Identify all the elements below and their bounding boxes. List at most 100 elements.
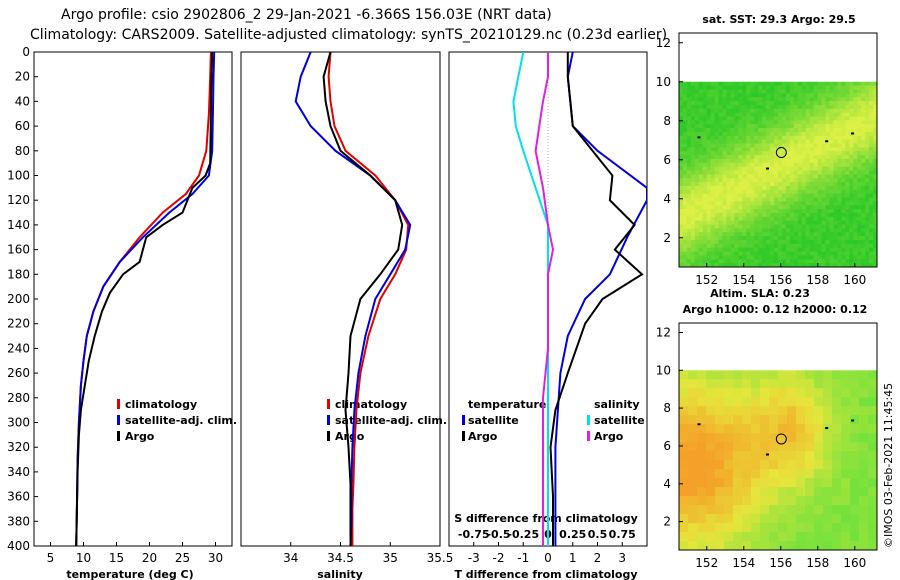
sla-map-frame [678,322,878,551]
map-cell [760,388,770,398]
map-cell [738,93,743,98]
map-cell [845,220,850,225]
map-cell [837,166,842,171]
map-cell [841,120,846,125]
map-cell [694,81,700,87]
map-cell [750,209,755,214]
map-cell [718,197,723,202]
map-cell [857,147,862,152]
map-cell [785,147,791,152]
map-cell [724,505,734,515]
map-cell [813,89,818,94]
map-cell [738,236,743,241]
map-cell [754,104,759,110]
map-cell [833,247,838,252]
map-cell [841,251,846,256]
map-cell [690,205,696,210]
map-cell [841,263,846,268]
map-cell [817,151,822,156]
map-cell [797,128,803,133]
map-cell [785,101,791,106]
map-cell [853,236,858,241]
map-cell [758,182,763,187]
map-cell [724,397,734,407]
map-cell [805,415,815,425]
map-cell [751,370,761,380]
map-cell [785,139,791,144]
map-cell [845,170,850,175]
map-cell [760,496,770,506]
map-cell [789,193,795,198]
map-cell [857,139,862,144]
map-cell [706,478,716,488]
map-cell [722,205,727,210]
map-cell [845,143,850,148]
map-cell [817,189,822,195]
map-cell [814,496,824,506]
map-cell [682,85,688,90]
map-cell [688,514,698,524]
map-cell [823,370,833,380]
map-cell [734,205,739,210]
map-cell [762,178,767,183]
map-cell [841,112,846,117]
map-cell [829,178,834,183]
map-cell [702,104,708,110]
map-cell [770,220,775,225]
map-cell [813,147,818,152]
map-cell [714,162,719,168]
depth-tick-label: 0 [22,45,30,59]
map-cell [746,170,751,175]
map-cell [762,236,767,241]
map-cell [821,135,826,141]
map-cell [702,162,708,168]
map-cell [805,263,811,268]
map-cell [769,514,779,524]
map-cell [718,220,723,225]
map-cell [793,128,799,133]
map-cell [778,228,783,233]
map-cell [873,201,878,206]
map-cell [841,397,851,407]
map-cell [778,532,788,542]
map-cell [706,469,716,479]
map-cell [710,182,716,187]
map-cell [706,158,712,164]
map-cell [726,239,731,245]
map-cell [778,478,788,488]
map-cell [841,212,846,218]
map-cell [690,124,696,129]
map-cell [813,97,818,102]
map-cell [770,155,775,160]
map-cell [734,224,739,229]
map-cell [697,514,707,524]
map-cell [738,158,743,164]
map-cell [770,193,775,198]
map-cell [861,104,866,110]
map-cell [845,224,850,229]
map-cell [832,541,842,551]
map-cell [813,170,818,175]
map-cell [742,89,747,94]
map-cell [833,236,838,241]
map-cell [686,220,692,225]
map-cell [686,228,692,233]
depth-tick-label: 140 [7,218,30,232]
map-cell [832,451,842,461]
map-cell [801,247,807,252]
map-cell [770,228,775,233]
map-cell [702,201,708,206]
map-cell [801,85,807,90]
map-cell [718,81,723,87]
map-cell [813,135,818,141]
map-cell [781,197,787,202]
map-cell [762,97,767,102]
map-cell [715,424,725,434]
map-cell [845,243,850,249]
map-cell [857,189,862,195]
map-cell [688,442,698,452]
map-cell [726,81,731,87]
map-cell [868,469,878,479]
map-cell [832,397,842,407]
depth-tick-label: 320 [7,440,30,454]
